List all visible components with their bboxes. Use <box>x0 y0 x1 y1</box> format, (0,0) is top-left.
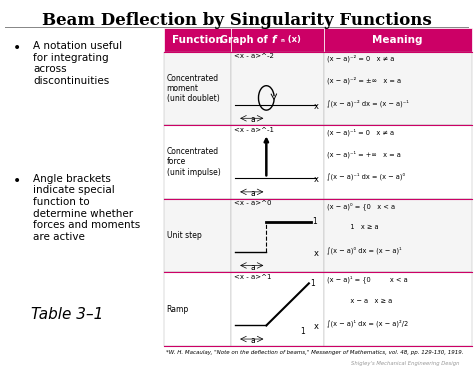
Text: a: a <box>251 336 255 345</box>
Text: x: x <box>314 249 319 258</box>
Text: (x − a)⁻¹ = 0   x ≠ a: (x − a)⁻¹ = 0 x ≠ a <box>327 128 394 136</box>
Text: (x − a)⁻² = ±∞   x = a: (x − a)⁻² = ±∞ x = a <box>327 77 401 84</box>
Bar <box>324 199 472 272</box>
Text: Ramp: Ramp <box>166 305 189 314</box>
Text: (x − a)⁻² = 0   x ≠ a: (x − a)⁻² = 0 x ≠ a <box>327 55 394 62</box>
Text: 1: 1 <box>300 327 304 336</box>
Text: x: x <box>314 101 319 111</box>
Text: 1   x ≥ a: 1 x ≥ a <box>327 224 378 230</box>
Text: ∫(x − a)⁻² dx = (x − a)⁻¹: ∫(x − a)⁻² dx = (x − a)⁻¹ <box>327 99 409 107</box>
Text: <x - a>^0: <x - a>^0 <box>234 201 272 206</box>
Bar <box>231 28 324 51</box>
Bar <box>324 272 472 346</box>
Text: Shigley's Mechanical Engineering Design: Shigley's Mechanical Engineering Design <box>351 361 460 366</box>
Text: Concentrated
moment
(unit doublet): Concentrated moment (unit doublet) <box>166 74 219 103</box>
Text: Graph of: Graph of <box>220 35 271 45</box>
Text: <x - a>^-1: <x - a>^-1 <box>234 127 274 133</box>
Bar <box>164 51 231 125</box>
Text: <x - a>^1: <x - a>^1 <box>234 274 272 280</box>
Text: 1: 1 <box>312 218 317 226</box>
Text: (x − a)¹ = {0         x < a: (x − a)¹ = {0 x < a <box>327 276 408 283</box>
Text: x − a   x ≥ a: x − a x ≥ a <box>327 297 392 304</box>
Text: a: a <box>251 263 255 272</box>
Text: •: • <box>13 174 21 188</box>
Bar <box>324 28 472 51</box>
Text: Table 3–1: Table 3–1 <box>31 307 103 323</box>
Text: x: x <box>314 175 319 184</box>
Bar <box>164 125 231 199</box>
Text: ∫(x − a)¹ dx = (x − a)²/2: ∫(x − a)¹ dx = (x − a)²/2 <box>327 320 408 327</box>
Text: (x − a)⁻¹ = +∞   x = a: (x − a)⁻¹ = +∞ x = a <box>327 151 401 158</box>
Text: *W. H. Macaulay, "Note on the deflection of beams," Messenger of Mathematics, vo: *W. H. Macaulay, "Note on the deflection… <box>166 350 464 355</box>
Text: (x − a)⁰ = {0   x < a: (x − a)⁰ = {0 x < a <box>327 202 395 210</box>
Bar <box>231 125 324 199</box>
Text: Beam Deflection by Singularity Functions: Beam Deflection by Singularity Functions <box>42 12 432 29</box>
Bar <box>231 272 324 346</box>
Text: x: x <box>314 322 319 331</box>
Bar <box>164 199 231 272</box>
Text: Concentrated
force
(unit impulse): Concentrated force (unit impulse) <box>166 147 220 177</box>
Text: Meaning: Meaning <box>373 35 423 45</box>
Text: <x - a>^-2: <x - a>^-2 <box>234 53 274 59</box>
Bar <box>231 199 324 272</box>
Text: ∫(x − a)⁻¹ dx = (x − a)⁰: ∫(x − a)⁻¹ dx = (x − a)⁰ <box>327 172 405 180</box>
Text: f: f <box>271 35 276 45</box>
Bar <box>324 125 472 199</box>
Text: Unit step: Unit step <box>166 231 201 240</box>
Text: 1: 1 <box>310 279 315 288</box>
Text: A notation useful
for integrating
across
discontinuities: A notation useful for integrating across… <box>33 41 122 86</box>
Text: •: • <box>13 41 21 55</box>
Bar <box>324 51 472 125</box>
Bar <box>231 51 324 125</box>
Text: ₙ (x): ₙ (x) <box>281 35 301 44</box>
Text: Angle brackets
indicate special
function to
determine whether
forces and moments: Angle brackets indicate special function… <box>33 174 140 242</box>
Text: Function: Function <box>172 35 223 45</box>
Text: a: a <box>251 189 255 198</box>
Bar <box>164 272 231 346</box>
Text: ∫(x − a)⁰ dx = (x − a)¹: ∫(x − a)⁰ dx = (x − a)¹ <box>327 246 401 254</box>
Text: a: a <box>251 115 255 124</box>
Bar <box>164 28 231 51</box>
